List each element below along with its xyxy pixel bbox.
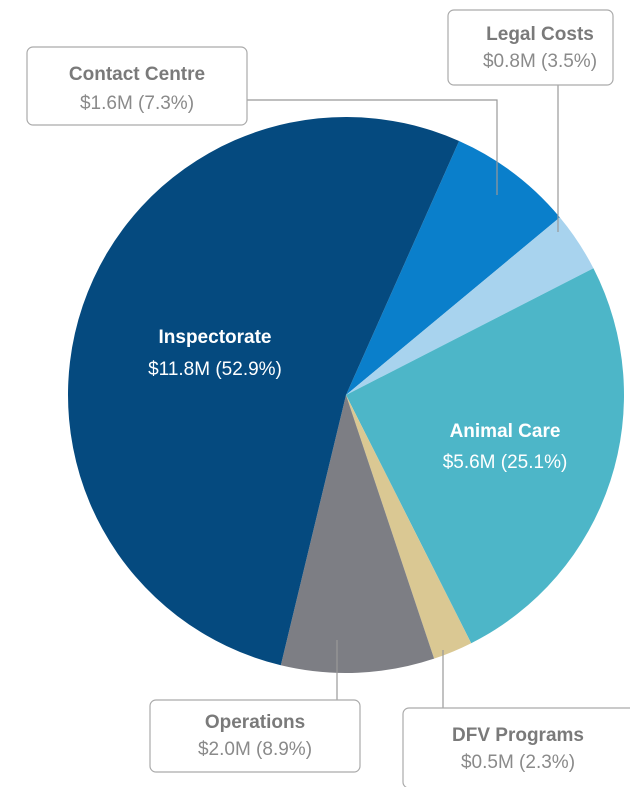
pie-slice	[346, 217, 594, 395]
slice-value: $11.8M (52.9%)	[148, 359, 282, 380]
label-box	[402, 707, 630, 787]
slice-value: $5.6M (25.1%)	[443, 452, 568, 473]
slice-name: DFV Programs	[452, 725, 584, 746]
pie-slice	[346, 141, 560, 395]
pie-slice	[346, 268, 625, 644]
pie-slice	[280, 395, 435, 673]
slice-name: Contact Centre	[69, 64, 205, 85]
slice-value: $0.8M (3.5%)	[483, 51, 597, 72]
slice-value: $0.5M (2.3%)	[461, 752, 575, 773]
pie-slice	[68, 117, 460, 666]
slice-name: Legal Costs	[486, 24, 594, 45]
slice-name: Animal Care	[450, 421, 561, 442]
pie-slice	[346, 395, 472, 659]
slice-name: Operations	[205, 712, 305, 733]
label-box	[149, 699, 361, 773]
leader-line	[247, 99, 498, 195]
slice-value: $2.0M (8.9%)	[198, 739, 312, 760]
label-box	[447, 9, 614, 86]
slice-name: Inspectorate	[159, 327, 272, 348]
label-box	[26, 46, 248, 126]
slice-value: $1.6M (7.3%)	[80, 93, 194, 114]
